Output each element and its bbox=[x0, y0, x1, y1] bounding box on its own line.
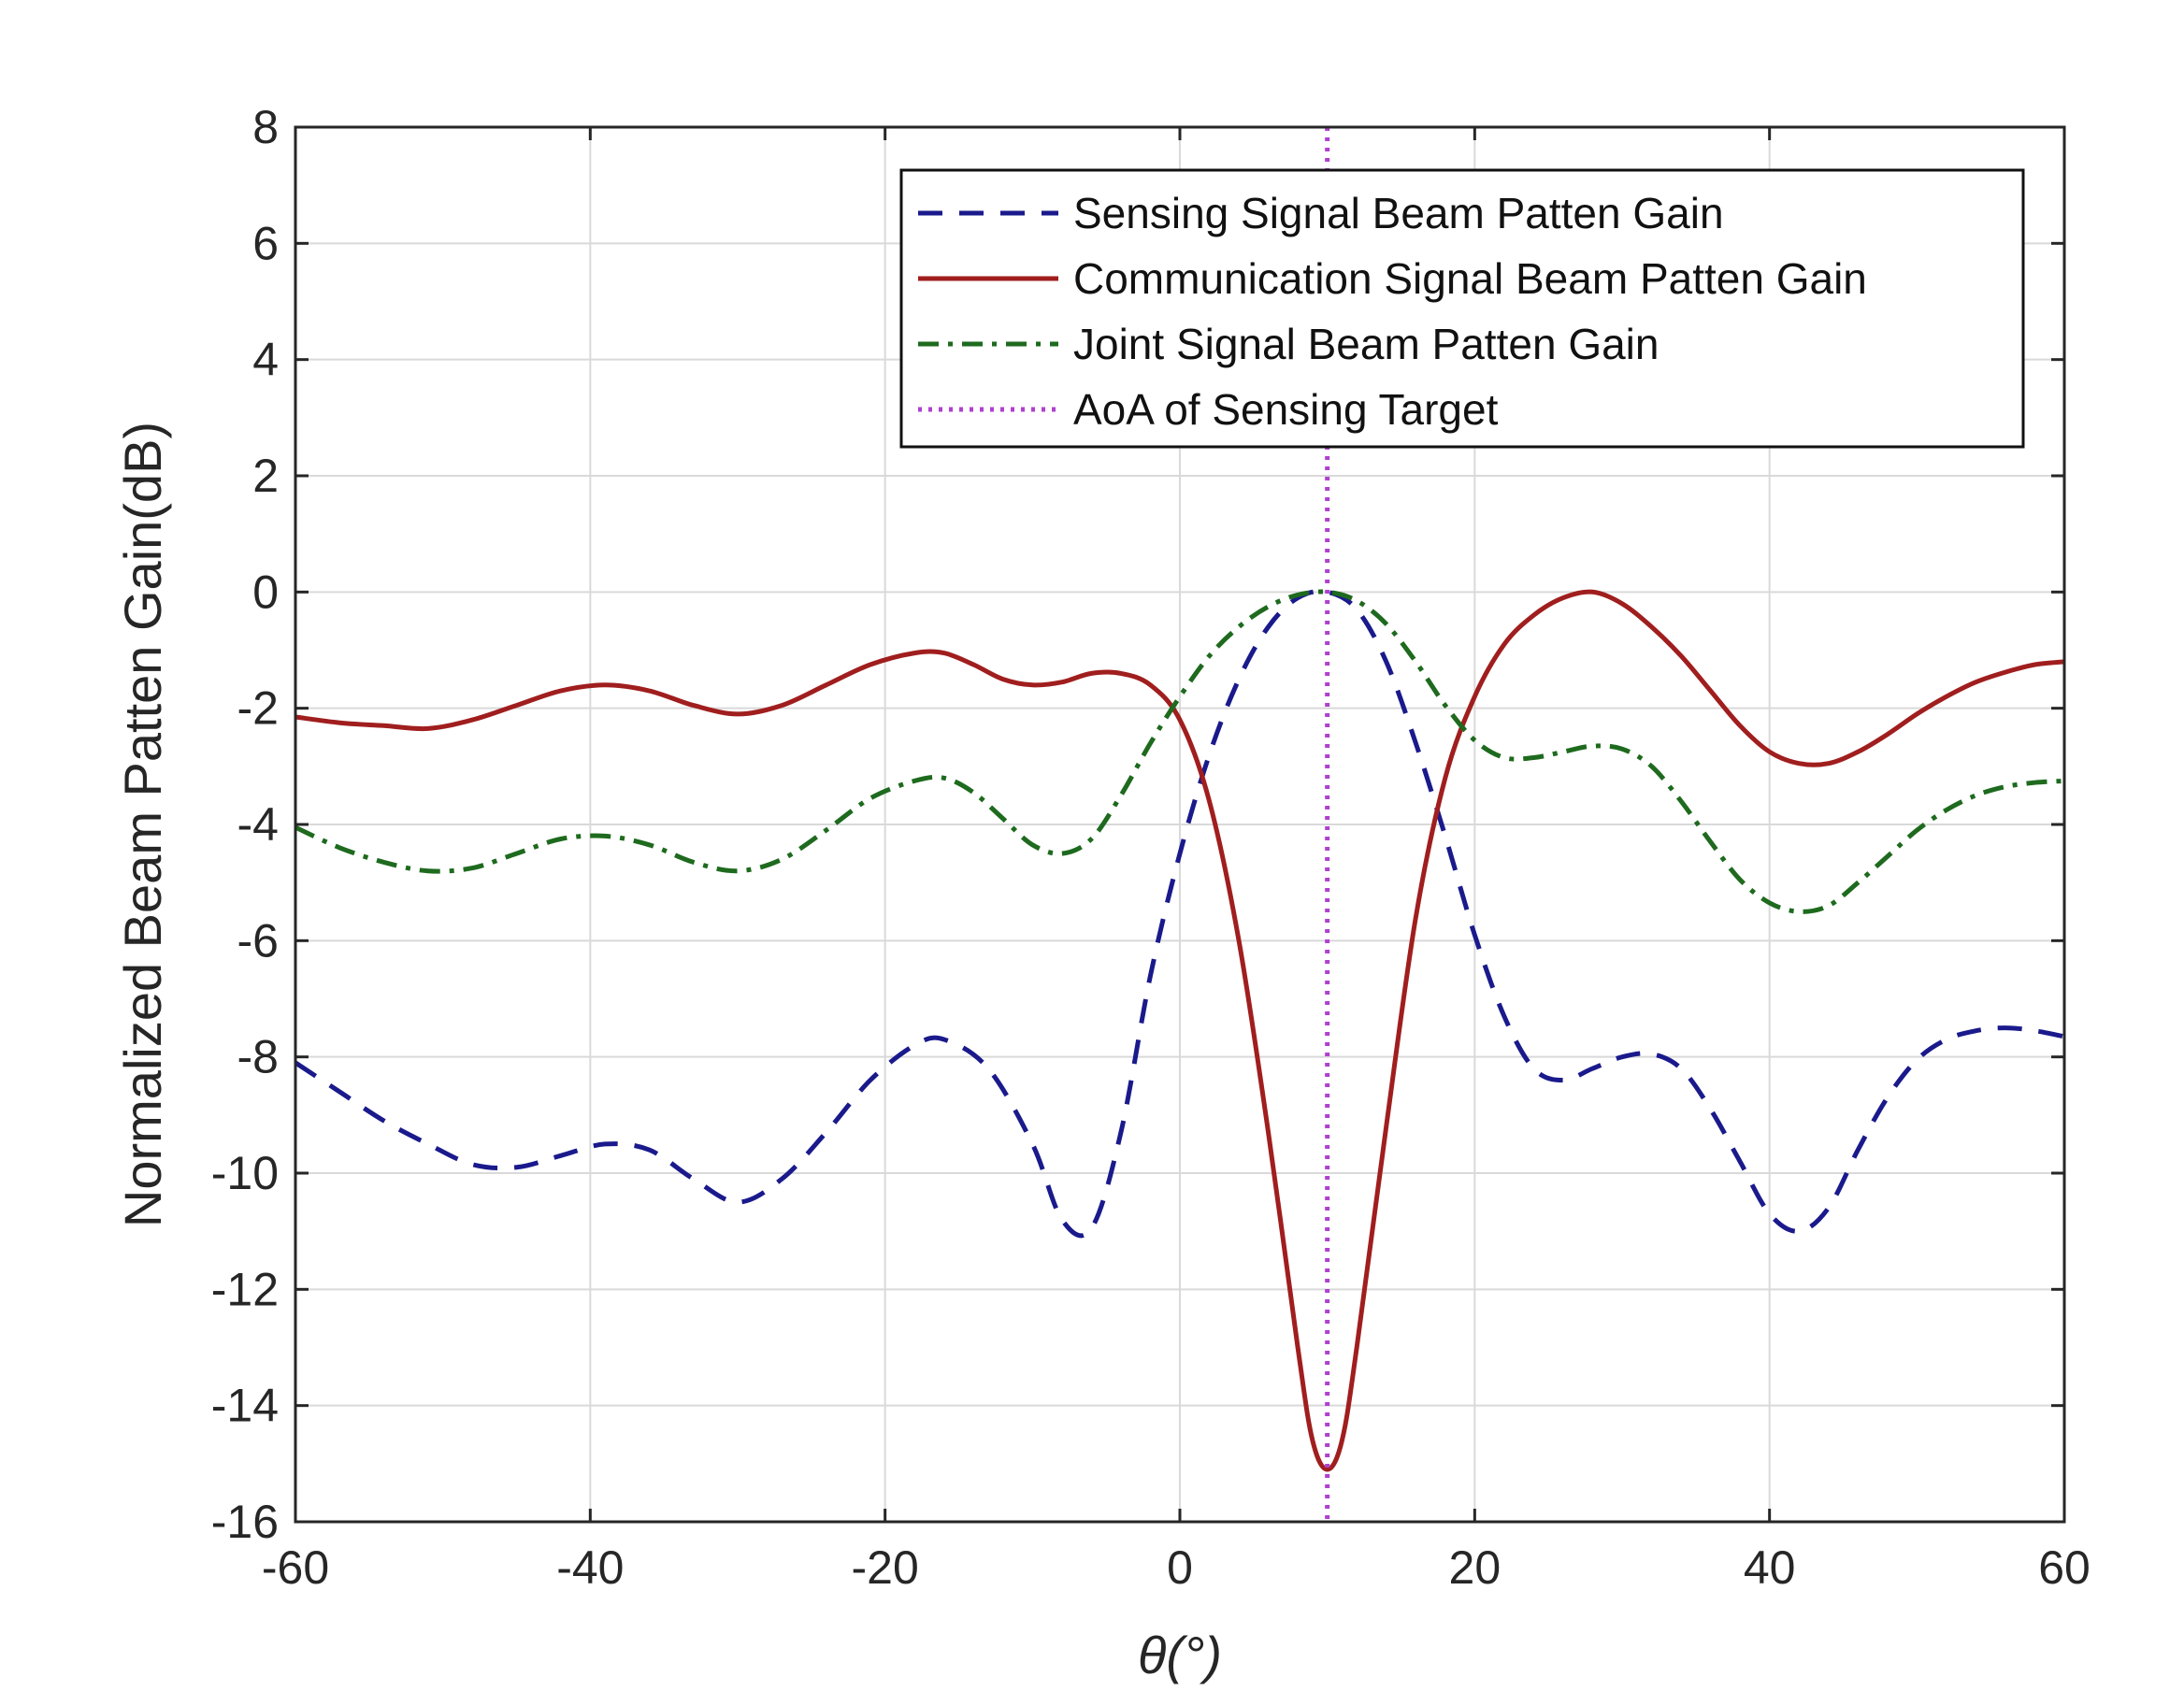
x-tick-label: -20 bbox=[852, 1541, 919, 1594]
y-tick-label: 2 bbox=[252, 450, 279, 502]
x-axis-label: θ(°) bbox=[1138, 1626, 1222, 1684]
legend-label-1: Sensing Signal Beam Patten Gain bbox=[1073, 189, 1724, 237]
series-line-3 bbox=[294, 589, 2065, 914]
y-tick-label: 0 bbox=[252, 566, 279, 618]
x-tick-label: -60 bbox=[262, 1541, 329, 1594]
x-tick-label: 60 bbox=[2038, 1541, 2091, 1594]
legend-box bbox=[899, 168, 2025, 449]
legend-label-2: Communication Signal Beam Patten Gain bbox=[1073, 254, 1867, 303]
y-tick-label: -10 bbox=[211, 1147, 279, 1199]
y-axis-label: Normalized Beam Patten Gain(dB) bbox=[113, 422, 172, 1227]
x-tick-label: 20 bbox=[1449, 1541, 1502, 1594]
series-layer bbox=[294, 127, 2065, 1522]
y-tick-label: -16 bbox=[211, 1496, 279, 1548]
x-tick-label: -40 bbox=[556, 1541, 624, 1594]
x-tick-label: 40 bbox=[1744, 1541, 1796, 1594]
y-tick-label: -12 bbox=[211, 1263, 279, 1315]
y-tick-label: -14 bbox=[211, 1380, 279, 1432]
y-tick-label: 6 bbox=[252, 217, 279, 269]
y-tick-label: -4 bbox=[237, 798, 279, 851]
legend-label-3: Joint Signal Beam Patten Gain bbox=[1073, 320, 1659, 368]
ticks bbox=[294, 125, 2066, 1524]
tick-labels: -60 -40 -20 0 20 40 60-16-14-12-10-8-6-4-20246… bbox=[211, 101, 2091, 1594]
y-tick-label: -2 bbox=[237, 682, 279, 735]
x-tick-label: 0 bbox=[1167, 1541, 1193, 1594]
y-tick-label: -8 bbox=[237, 1031, 279, 1083]
series-line-2 bbox=[295, 589, 2065, 1472]
legend-label-4: AoA of Sensing Target bbox=[1073, 385, 1499, 434]
y-tick-label: 4 bbox=[252, 334, 279, 386]
y-tick-label: 8 bbox=[252, 101, 279, 153]
legend: Sensing Signal Beam Patten Gain Communica… bbox=[899, 168, 2025, 449]
y-tick-label: -6 bbox=[237, 914, 279, 967]
series-line-1 bbox=[294, 589, 2065, 1239]
